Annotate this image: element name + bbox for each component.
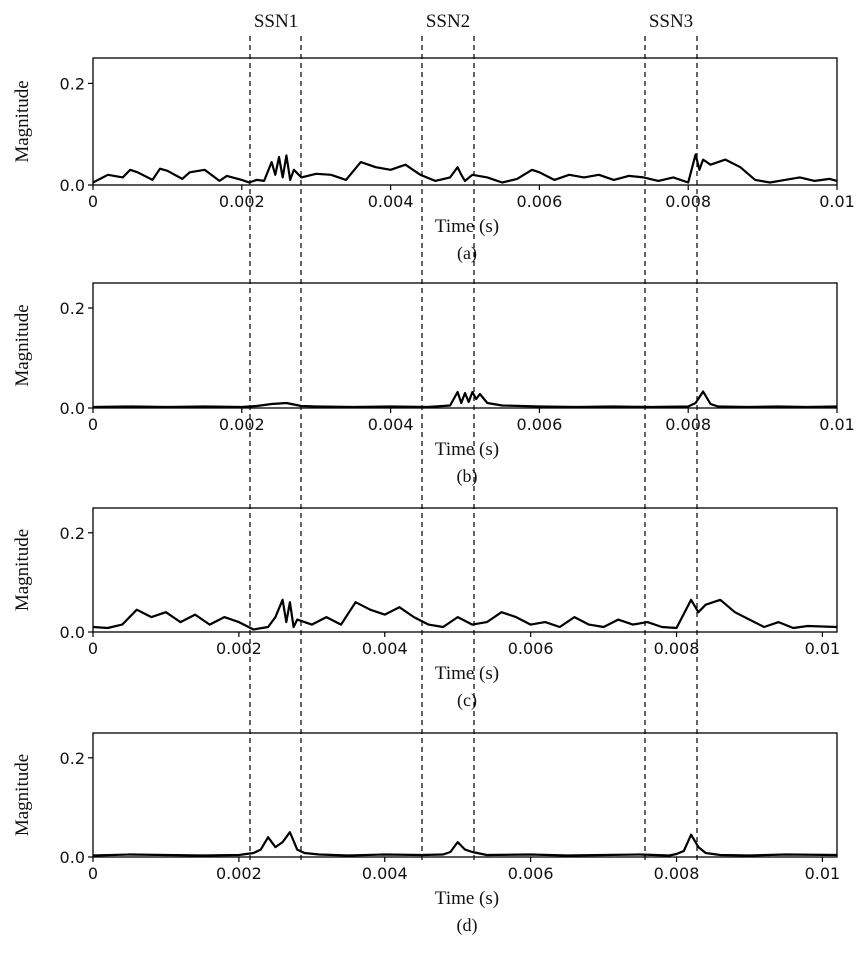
ylabel-c: Magnitude (12, 529, 33, 611)
xlabel-d: Time (s) (435, 888, 499, 909)
series-line-c-0 (92, 598, 838, 631)
xtick-label-a-2: 0.004 (368, 192, 414, 211)
xtick-label-d-1: 0.002 (216, 864, 262, 883)
xtick-label-a-1: 0.002 (219, 192, 265, 211)
panel-b: Magnitude Time (s) (b) 0 0.002 0.004 0.0… (12, 282, 855, 487)
ylabel-a: Magnitude (12, 80, 33, 162)
xtick-label-a-4: 0.008 (665, 192, 711, 211)
xtick-label-a-0: 0 (88, 192, 98, 211)
plot-frame-d (92, 732, 838, 858)
xtick-label-a-5: 0.01 (819, 192, 855, 211)
xtick-label-b-3: 0.006 (516, 415, 562, 434)
ytick-label-c-0: 0.0 (60, 623, 85, 642)
xtick-label-b-5: 0.01 (819, 415, 855, 434)
xtick-label-b-1: 0.002 (219, 415, 265, 434)
marker-label-ssn1: SSN1 (254, 11, 298, 32)
xtick-label-c-3: 0.006 (508, 639, 554, 658)
panel-d: Magnitude Time (s) (d) 0 0.002 0.004 0.0… (12, 732, 841, 936)
xtick-label-b-0: 0 (88, 415, 98, 434)
xtick-label-b-2: 0.004 (368, 415, 414, 434)
panel-label-d: (d) (457, 915, 478, 936)
series-line-a-0 (92, 153, 838, 184)
panel-a: Magnitude Time (s) (a) 0 0.002 0.004 0.0… (12, 57, 855, 264)
plot-frame-c (92, 507, 838, 633)
marker-label-ssn2: SSN2 (426, 11, 470, 32)
plot-frame-b (92, 282, 838, 409)
panel-label-b: (b) (457, 466, 478, 487)
ytick-label-b-0: 0.0 (60, 399, 85, 418)
xtick-label-a-3: 0.006 (516, 192, 562, 211)
series-line-d-0 (92, 831, 838, 857)
xtick-label-d-0: 0 (88, 864, 98, 883)
ytick-label-d-0: 0.0 (60, 848, 85, 867)
ytick-label-d-1: 0.2 (60, 749, 85, 768)
xtick-label-c-1: 0.002 (216, 639, 262, 658)
marker-label-ssn3: SSN3 (649, 11, 693, 32)
xtick-label-d-5: 0.01 (805, 864, 841, 883)
xtick-label-d-4: 0.008 (654, 864, 700, 883)
ytick-label-a-0: 0.0 (60, 176, 85, 195)
plot-frame-a (92, 57, 838, 186)
series-line-b-0 (92, 390, 838, 409)
xtick-label-d-2: 0.004 (362, 864, 408, 883)
xtick-label-c-0: 0 (88, 639, 98, 658)
xlabel-b: Time (s) (435, 439, 499, 460)
xtick-label-d-3: 0.006 (508, 864, 554, 883)
panel-c: Magnitude Time (s) (c) 0 0.002 0.004 0.0… (12, 507, 841, 711)
ylabel-d: Magnitude (12, 754, 33, 836)
xtick-label-c-5: 0.01 (805, 639, 841, 658)
panel-label-a: (a) (457, 243, 477, 264)
panel-label-c: (c) (457, 690, 477, 711)
xtick-label-c-4: 0.008 (654, 639, 700, 658)
ytick-label-a-1: 0.2 (60, 74, 85, 93)
ytick-label-b-1: 0.2 (60, 299, 85, 318)
ylabel-b: Magnitude (12, 304, 33, 386)
xlabel-c: Time (s) (435, 663, 499, 684)
xlabel-a: Time (s) (435, 216, 499, 237)
xtick-label-c-2: 0.004 (362, 639, 408, 658)
xtick-label-b-4: 0.008 (665, 415, 711, 434)
ytick-label-c-1: 0.2 (60, 524, 85, 543)
